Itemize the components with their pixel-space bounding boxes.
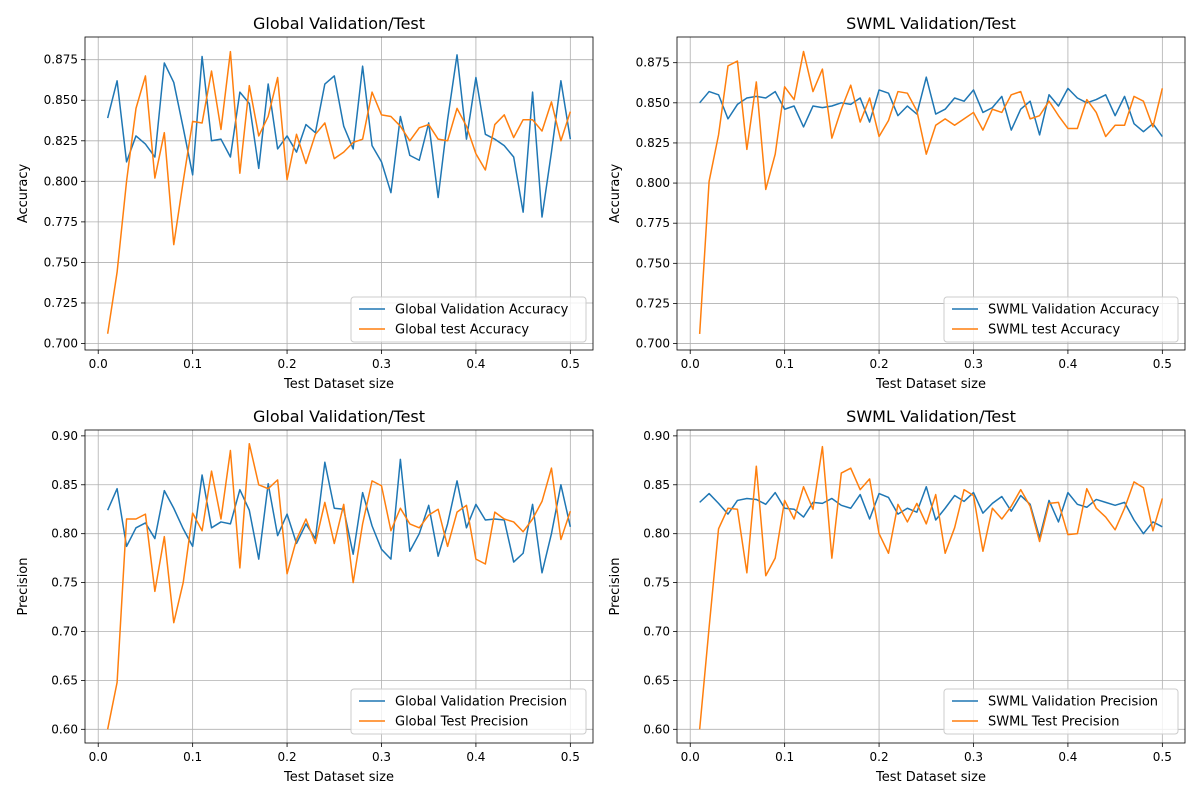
y-tick-label: 0.775 xyxy=(44,215,78,229)
x-tick-label: 0.1 xyxy=(775,750,794,764)
x-tick-label: 0.3 xyxy=(372,750,391,764)
chart-title: Global Validation/Test xyxy=(253,14,425,33)
y-tick-label: 0.60 xyxy=(51,722,78,736)
x-tick-label: 0.4 xyxy=(1058,357,1077,371)
series-line-1 xyxy=(106,442,572,730)
legend-label-0: ЅWML Validation Precision xyxy=(988,695,1158,710)
legend: ЅWML Validation Accuracy ЅWML test Accura… xyxy=(943,296,1179,343)
y-tick-label: 0.700 xyxy=(44,337,78,351)
chart-title: ЅWML Validation/Test xyxy=(846,407,1016,426)
x-tick-label: 0.2 xyxy=(870,357,889,371)
y-tick-label: 0.825 xyxy=(44,134,78,148)
y-tick-label: 0.850 xyxy=(44,93,78,107)
y-tick-label: 0.80 xyxy=(51,527,78,541)
y-axis-label: Accuracy xyxy=(608,164,623,224)
legend-label-1: Global Test Precision xyxy=(395,715,528,730)
y-tick-label: 0.825 xyxy=(636,136,670,150)
y-tick-label: 0.725 xyxy=(636,296,670,310)
legend-box xyxy=(350,688,587,735)
x-tick-label: 0.4 xyxy=(466,750,485,764)
subplot-2: 0.0 0.1 0.2 0.3 0.4 0.5 0.60 0.65 0.70 0.75 0.80 0.… xyxy=(16,407,594,785)
legend-box xyxy=(350,296,587,343)
y-tick-label: 0.800 xyxy=(636,176,670,190)
y-tick-label: 0.75 xyxy=(51,576,78,590)
x-axis-label: Test Dataset size xyxy=(283,377,394,392)
x-tick-label: 0.5 xyxy=(1153,750,1172,764)
y-tick-label: 0.70 xyxy=(643,624,670,638)
y-tick-label: 0.85 xyxy=(51,478,78,492)
subplot-0: 0.0 0.1 0.2 0.3 0.4 0.5 0.700 0.725 0.750 0.775 0.… xyxy=(16,14,594,392)
axes-frame xyxy=(84,36,594,351)
y-tick-label: 0.75 xyxy=(643,576,670,590)
x-tick-label: 0.0 xyxy=(89,357,108,371)
y-axis-label: Precision xyxy=(16,557,31,615)
legend: Global Validation Accuracy Global test Ac… xyxy=(350,296,587,343)
series-line-1 xyxy=(106,50,572,334)
y-tick-label: 0.725 xyxy=(44,296,78,310)
x-tick-label: 0.5 xyxy=(561,357,580,371)
y-tick-label: 0.80 xyxy=(643,527,670,541)
legend-label-0: Global Validation Accuracy xyxy=(395,303,569,318)
x-tick-label: 0.2 xyxy=(870,750,889,764)
x-tick-label: 0.5 xyxy=(561,750,580,764)
y-tick-label: 0.65 xyxy=(643,673,670,687)
chart-title: ЅWML Validation/Test xyxy=(846,14,1016,33)
legend-label-0: Global Validation Precision xyxy=(395,695,567,710)
x-tick-label: 0.1 xyxy=(183,750,202,764)
legend-label-1: ЅWML Test Precision xyxy=(988,715,1119,730)
y-tick-label: 0.700 xyxy=(636,337,670,351)
y-tick-label: 0.750 xyxy=(44,255,78,269)
x-tick-label: 0.5 xyxy=(1153,357,1172,371)
series-line-0 xyxy=(699,485,1163,539)
y-tick-label: 0.750 xyxy=(636,256,670,270)
x-tick-label: 0.0 xyxy=(89,750,108,764)
y-tick-label: 0.65 xyxy=(51,673,78,687)
axes-frame xyxy=(84,429,594,744)
x-axis-label: Test Dataset size xyxy=(875,770,986,785)
legend: Global Validation Precision Global Test P… xyxy=(350,688,587,735)
y-axis-label: Accuracy xyxy=(16,164,31,224)
subplot-3: 0.0 0.1 0.2 0.3 0.4 0.5 0.60 0.65 0.70 0.75 0.80 0.… xyxy=(608,407,1186,785)
x-tick-label: 0.3 xyxy=(964,357,983,371)
y-tick-label: 0.70 xyxy=(51,624,78,638)
subplot-1: 0.0 0.1 0.2 0.3 0.4 0.5 0.700 0.725 0.750 0.775 0.… xyxy=(608,14,1186,392)
y-tick-label: 0.850 xyxy=(636,96,670,110)
axes-frame xyxy=(676,429,1186,744)
x-tick-label: 0.2 xyxy=(278,750,297,764)
x-tick-label: 0.3 xyxy=(372,357,391,371)
series-line-0 xyxy=(106,54,572,218)
legend-label-0: ЅWML Validation Accuracy xyxy=(988,303,1160,318)
x-axis-label: Test Dataset size xyxy=(283,770,394,785)
legend: ЅWML Validation Precision ЅWML Test Preci… xyxy=(943,688,1179,735)
x-tick-label: 0.1 xyxy=(183,357,202,371)
series-line-1 xyxy=(698,445,1164,730)
y-axis-label: Precision xyxy=(608,557,623,615)
legend-label-1: Global test Accuracy xyxy=(395,323,529,338)
axes-frame xyxy=(676,36,1186,351)
y-tick-label: 0.85 xyxy=(643,478,670,492)
x-tick-label: 0.4 xyxy=(1058,750,1077,764)
y-tick-label: 0.800 xyxy=(44,174,78,188)
y-tick-label: 0.90 xyxy=(643,429,670,443)
x-axis-label: Test Dataset size xyxy=(875,377,986,392)
series-line-1 xyxy=(698,50,1164,334)
x-tick-label: 0.2 xyxy=(278,357,297,371)
legend-box xyxy=(943,688,1179,735)
x-tick-label: 0.1 xyxy=(775,357,794,371)
y-tick-label: 0.775 xyxy=(636,216,670,230)
y-tick-label: 0.60 xyxy=(643,722,670,736)
chart-title: Global Validation/Test xyxy=(253,407,425,426)
x-tick-label: 0.4 xyxy=(466,357,485,371)
y-tick-label: 0.875 xyxy=(636,56,670,70)
y-tick-label: 0.875 xyxy=(44,53,78,67)
x-tick-label: 0.3 xyxy=(964,750,983,764)
legend-label-1: ЅWML test Accuracy xyxy=(988,323,1120,338)
x-tick-label: 0.0 xyxy=(681,750,700,764)
x-tick-label: 0.0 xyxy=(681,357,700,371)
legend-box xyxy=(943,296,1179,343)
y-tick-label: 0.90 xyxy=(51,429,78,443)
